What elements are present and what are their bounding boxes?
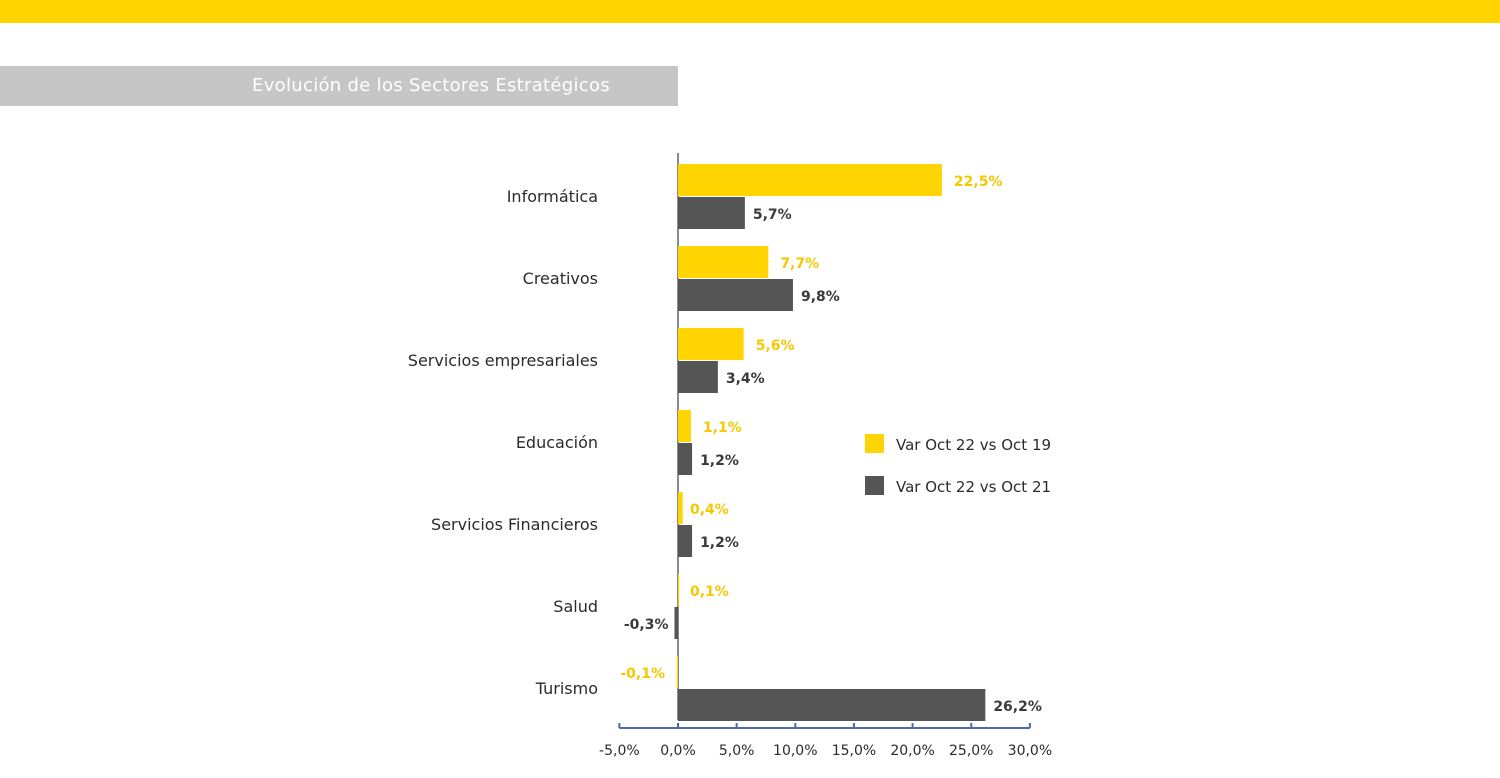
legend-swatch-oct21: [865, 476, 884, 495]
bar-oct21: [678, 443, 693, 475]
x-tick-label: 10,0%: [773, 743, 817, 759]
x-tick-label: 20,0%: [890, 743, 934, 759]
x-tick-label: 15,0%: [832, 743, 876, 759]
category-label: Creativos: [523, 269, 598, 288]
top-accent-bar: [0, 0, 1500, 23]
bar-oct19: [678, 574, 680, 606]
category-label: Servicios Financieros: [431, 515, 598, 534]
bar-oct21: [678, 689, 986, 721]
bar-oct19: [678, 410, 691, 442]
x-tick-label: 5,0%: [719, 743, 755, 759]
x-tick-label: 0,0%: [660, 743, 696, 759]
data-label: 1,2%: [700, 535, 739, 551]
legend-label-oct19: Var Oct 22 vs Oct 19: [896, 436, 1051, 454]
bar-oct19: [678, 164, 942, 196]
bar-oct19: [678, 492, 683, 524]
legend-swatch-oct19: [865, 434, 884, 453]
legend-label-oct21: Var Oct 22 vs Oct 21: [896, 478, 1051, 496]
data-label: 3,4%: [726, 371, 765, 387]
data-label: 5,7%: [753, 207, 792, 223]
bar-oct21: [678, 279, 793, 311]
x-tick-label: -5,0%: [599, 743, 640, 759]
bar-oct19: [678, 246, 769, 278]
category-label: Salud: [553, 597, 598, 616]
category-label: Educación: [516, 433, 598, 452]
data-label: 1,2%: [700, 453, 739, 469]
data-label: 5,6%: [756, 338, 795, 354]
bar-oct21: [674, 607, 678, 639]
chart-title: Evolución de los Sectores Estratégicos: [252, 75, 610, 96]
data-label: -0,3%: [624, 617, 669, 633]
data-label: 0,1%: [690, 584, 729, 600]
bar-oct19: [678, 328, 744, 360]
bar-oct21: [678, 197, 745, 229]
x-tick-label: 25,0%: [949, 743, 993, 759]
bar-oct21: [678, 361, 718, 393]
category-label: Turismo: [535, 679, 598, 698]
data-label: 7,7%: [780, 256, 819, 272]
bar-oct19: [676, 656, 678, 688]
data-label: 22,5%: [954, 174, 1003, 190]
data-label: 26,2%: [993, 699, 1042, 715]
data-label: 1,1%: [703, 420, 742, 436]
data-label: 9,8%: [801, 289, 840, 305]
bar-oct21: [678, 525, 693, 557]
category-label: Servicios empresariales: [408, 351, 598, 370]
data-label: -0,1%: [620, 666, 665, 682]
data-label: 0,4%: [690, 502, 729, 518]
title-band: Evolución de los Sectores Estratégicos: [0, 66, 678, 106]
category-label: Informática: [507, 187, 598, 206]
x-tick-label: 30,0%: [1008, 743, 1052, 759]
